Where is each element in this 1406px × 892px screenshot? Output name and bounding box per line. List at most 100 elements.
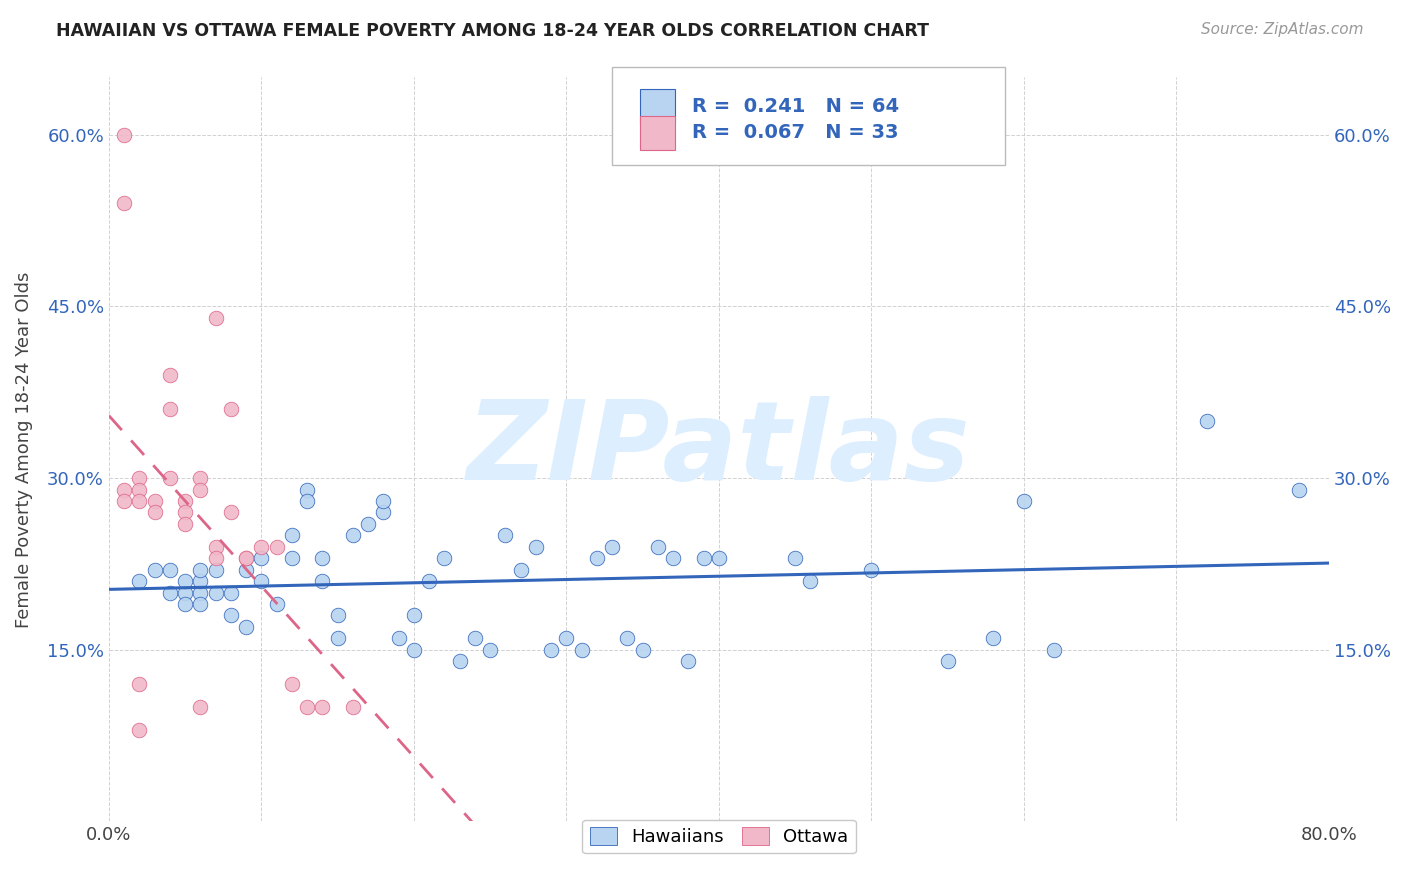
Point — [190, 471, 212, 485]
Point — [128, 471, 150, 485]
Point — [678, 654, 700, 668]
Point — [326, 608, 349, 623]
Point — [433, 551, 456, 566]
Point — [1288, 483, 1310, 497]
Point — [631, 642, 654, 657]
Point — [509, 563, 531, 577]
Point — [190, 574, 212, 588]
Point — [204, 551, 226, 566]
Point — [555, 632, 578, 646]
Legend: Hawaiians, Ottawa: Hawaiians, Ottawa — [582, 820, 856, 854]
Point — [235, 563, 257, 577]
Point — [449, 654, 471, 668]
Point — [204, 310, 226, 325]
Point — [250, 540, 273, 554]
Point — [311, 551, 333, 566]
Text: HAWAIIAN VS OTTAWA FEMALE POVERTY AMONG 18-24 YEAR OLDS CORRELATION CHART: HAWAIIAN VS OTTAWA FEMALE POVERTY AMONG … — [56, 22, 929, 40]
Point — [373, 505, 395, 519]
Point — [524, 540, 547, 554]
Point — [219, 585, 242, 599]
Point — [174, 505, 197, 519]
Point — [143, 563, 166, 577]
Point — [219, 505, 242, 519]
Point — [128, 494, 150, 508]
Point — [190, 483, 212, 497]
Point — [112, 494, 135, 508]
Point — [295, 494, 318, 508]
Point — [128, 723, 150, 737]
Point — [418, 574, 440, 588]
Text: Source: ZipAtlas.com: Source: ZipAtlas.com — [1201, 22, 1364, 37]
Point — [860, 563, 883, 577]
Point — [159, 471, 181, 485]
Point — [464, 632, 486, 646]
Point — [235, 551, 257, 566]
Point — [174, 494, 197, 508]
Point — [159, 563, 181, 577]
Point — [143, 505, 166, 519]
Point — [586, 551, 609, 566]
Point — [571, 642, 593, 657]
Point — [388, 632, 411, 646]
Point — [235, 551, 257, 566]
Y-axis label: Female Poverty Among 18-24 Year Olds: Female Poverty Among 18-24 Year Olds — [15, 271, 32, 628]
Point — [250, 551, 273, 566]
Point — [540, 642, 562, 657]
Point — [662, 551, 685, 566]
Point — [190, 700, 212, 714]
Point — [112, 196, 135, 211]
Point — [402, 608, 425, 623]
Point — [692, 551, 714, 566]
Point — [983, 632, 1005, 646]
Point — [1195, 414, 1218, 428]
Point — [112, 483, 135, 497]
Point — [373, 494, 395, 508]
Point — [204, 563, 226, 577]
Point — [936, 654, 959, 668]
Point — [1043, 642, 1066, 657]
Point — [219, 402, 242, 417]
Point — [174, 516, 197, 531]
Point — [190, 563, 212, 577]
Point — [479, 642, 502, 657]
Point — [311, 700, 333, 714]
Point — [190, 597, 212, 611]
Point — [190, 585, 212, 599]
Point — [616, 632, 638, 646]
Point — [174, 574, 197, 588]
Point — [159, 585, 181, 599]
Point — [112, 128, 135, 142]
Point — [219, 608, 242, 623]
Point — [250, 574, 273, 588]
Point — [342, 700, 364, 714]
Point — [174, 597, 197, 611]
Point — [707, 551, 730, 566]
Point — [281, 677, 304, 691]
Point — [647, 540, 669, 554]
Point — [235, 620, 257, 634]
Point — [204, 585, 226, 599]
Point — [342, 528, 364, 542]
Point — [295, 483, 318, 497]
Point — [295, 700, 318, 714]
Point — [281, 528, 304, 542]
Point — [128, 483, 150, 497]
Point — [143, 494, 166, 508]
Text: ZIPatlas: ZIPatlas — [467, 396, 970, 503]
Point — [600, 540, 623, 554]
Text: R =  0.241   N = 64: R = 0.241 N = 64 — [692, 96, 898, 116]
Point — [799, 574, 821, 588]
Point — [266, 597, 288, 611]
Point — [128, 677, 150, 691]
Point — [326, 632, 349, 646]
Point — [1012, 494, 1035, 508]
Point — [494, 528, 516, 542]
Point — [402, 642, 425, 657]
Point — [281, 551, 304, 566]
Point — [128, 574, 150, 588]
Point — [204, 540, 226, 554]
Point — [311, 574, 333, 588]
Point — [159, 402, 181, 417]
Point — [159, 368, 181, 382]
Text: R =  0.067   N = 33: R = 0.067 N = 33 — [692, 123, 898, 143]
